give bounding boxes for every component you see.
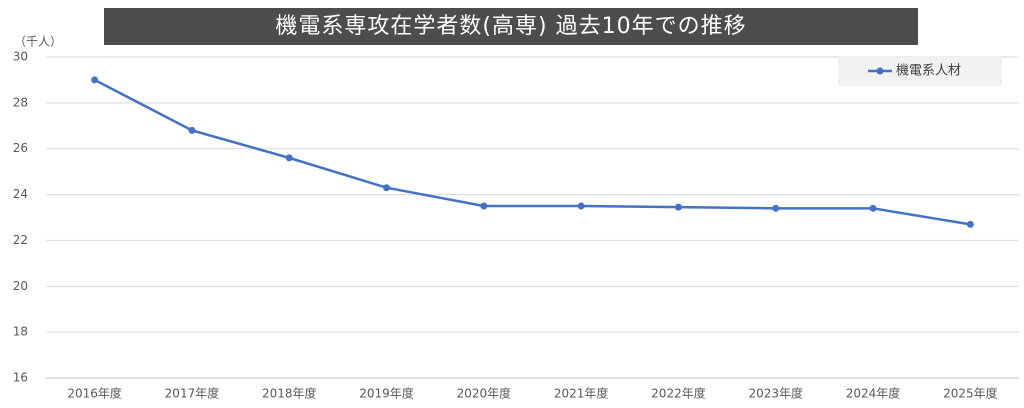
data-point	[577, 202, 585, 210]
x-tick-label: 2024年度	[846, 386, 901, 401]
x-tick-label: 2017年度	[165, 386, 220, 401]
chart-title: 機電系専攻在学者数(高専) 過去10年での推移	[275, 14, 746, 39]
y-tick-label: 22	[13, 233, 28, 247]
y-tick-label: 28	[13, 95, 28, 109]
y-tick-label: 20	[13, 279, 28, 293]
legend-box	[838, 57, 1002, 86]
x-tick-label: 2019年度	[359, 386, 414, 401]
data-point	[869, 204, 877, 212]
x-tick-label: 2025年度	[943, 386, 998, 401]
data-point	[188, 126, 196, 134]
y-axis-label: （千人）	[14, 35, 62, 49]
y-tick-label: 26	[13, 141, 28, 155]
series-line	[94, 78, 971, 226]
y-tick-label: 30	[13, 50, 28, 64]
legend-label: 機電系人材	[896, 64, 961, 79]
legend-marker	[876, 67, 884, 75]
data-point	[966, 220, 974, 228]
x-tick-label: 2018年度	[262, 386, 317, 401]
x-tick-label: 2023年度	[748, 386, 803, 401]
data-point	[480, 202, 488, 210]
data-point	[91, 76, 99, 84]
data-point	[772, 204, 780, 212]
data-point	[383, 184, 391, 192]
y-tick-label: 24	[13, 187, 28, 201]
title-banner	[104, 8, 918, 45]
x-tick-label: 2021年度	[554, 386, 609, 401]
data-point	[674, 203, 682, 211]
x-tick-label: 2022年度	[651, 386, 706, 401]
x-tick-label: 2020年度	[457, 386, 512, 401]
x-tick-label: 2016年度	[67, 386, 122, 401]
data-point	[285, 154, 293, 162]
y-tick-label: 16	[13, 371, 28, 385]
y-tick-label: 18	[13, 325, 28, 339]
